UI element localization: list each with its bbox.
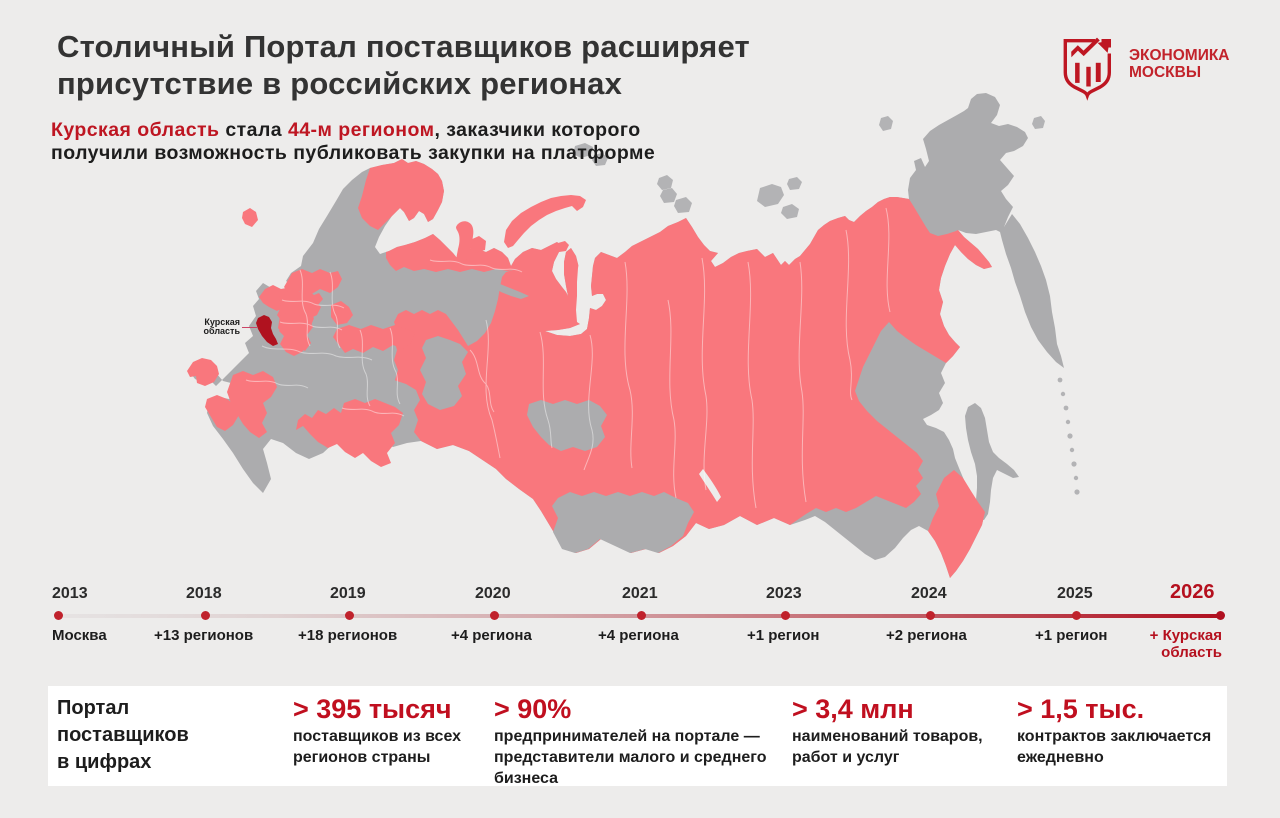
svg-text:МОСКВЫ: МОСКВЫ (1129, 64, 1201, 81)
svg-text:ЭКОНОМИКА: ЭКОНОМИКА (1129, 47, 1230, 64)
